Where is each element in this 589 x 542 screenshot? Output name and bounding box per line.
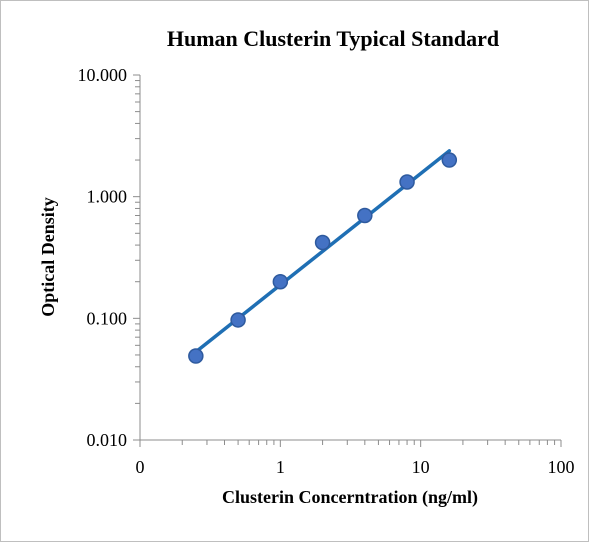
y-axis-title: Optical Density	[38, 197, 58, 317]
data-point	[230, 312, 246, 328]
data-point	[314, 234, 331, 251]
tick-labels: 10.000 1.000 0.100 0.010 0 1 10 100	[78, 65, 575, 477]
data-point	[441, 152, 458, 168]
y-tick-label: 1.000	[87, 187, 128, 207]
x-axis-title: Clusterin Concerntration (ng/ml)	[222, 487, 478, 508]
axes	[133, 74, 562, 447]
y-tick-label: 10.000	[78, 65, 128, 85]
x-tick-label: 100	[548, 457, 575, 477]
data-point	[399, 174, 415, 190]
x-tick-label: 0	[136, 457, 145, 477]
data-point	[272, 273, 289, 290]
data-point	[188, 348, 204, 364]
y-tick-label: 0.100	[87, 308, 128, 328]
y-tick-label: 0.010	[87, 430, 128, 450]
plot-area	[188, 149, 458, 364]
data-point	[357, 207, 373, 224]
x-tick-label: 10	[412, 457, 430, 477]
chart-title: Human Clusterin Typical Standard	[167, 26, 499, 51]
x-tick-label: 1	[276, 457, 285, 477]
